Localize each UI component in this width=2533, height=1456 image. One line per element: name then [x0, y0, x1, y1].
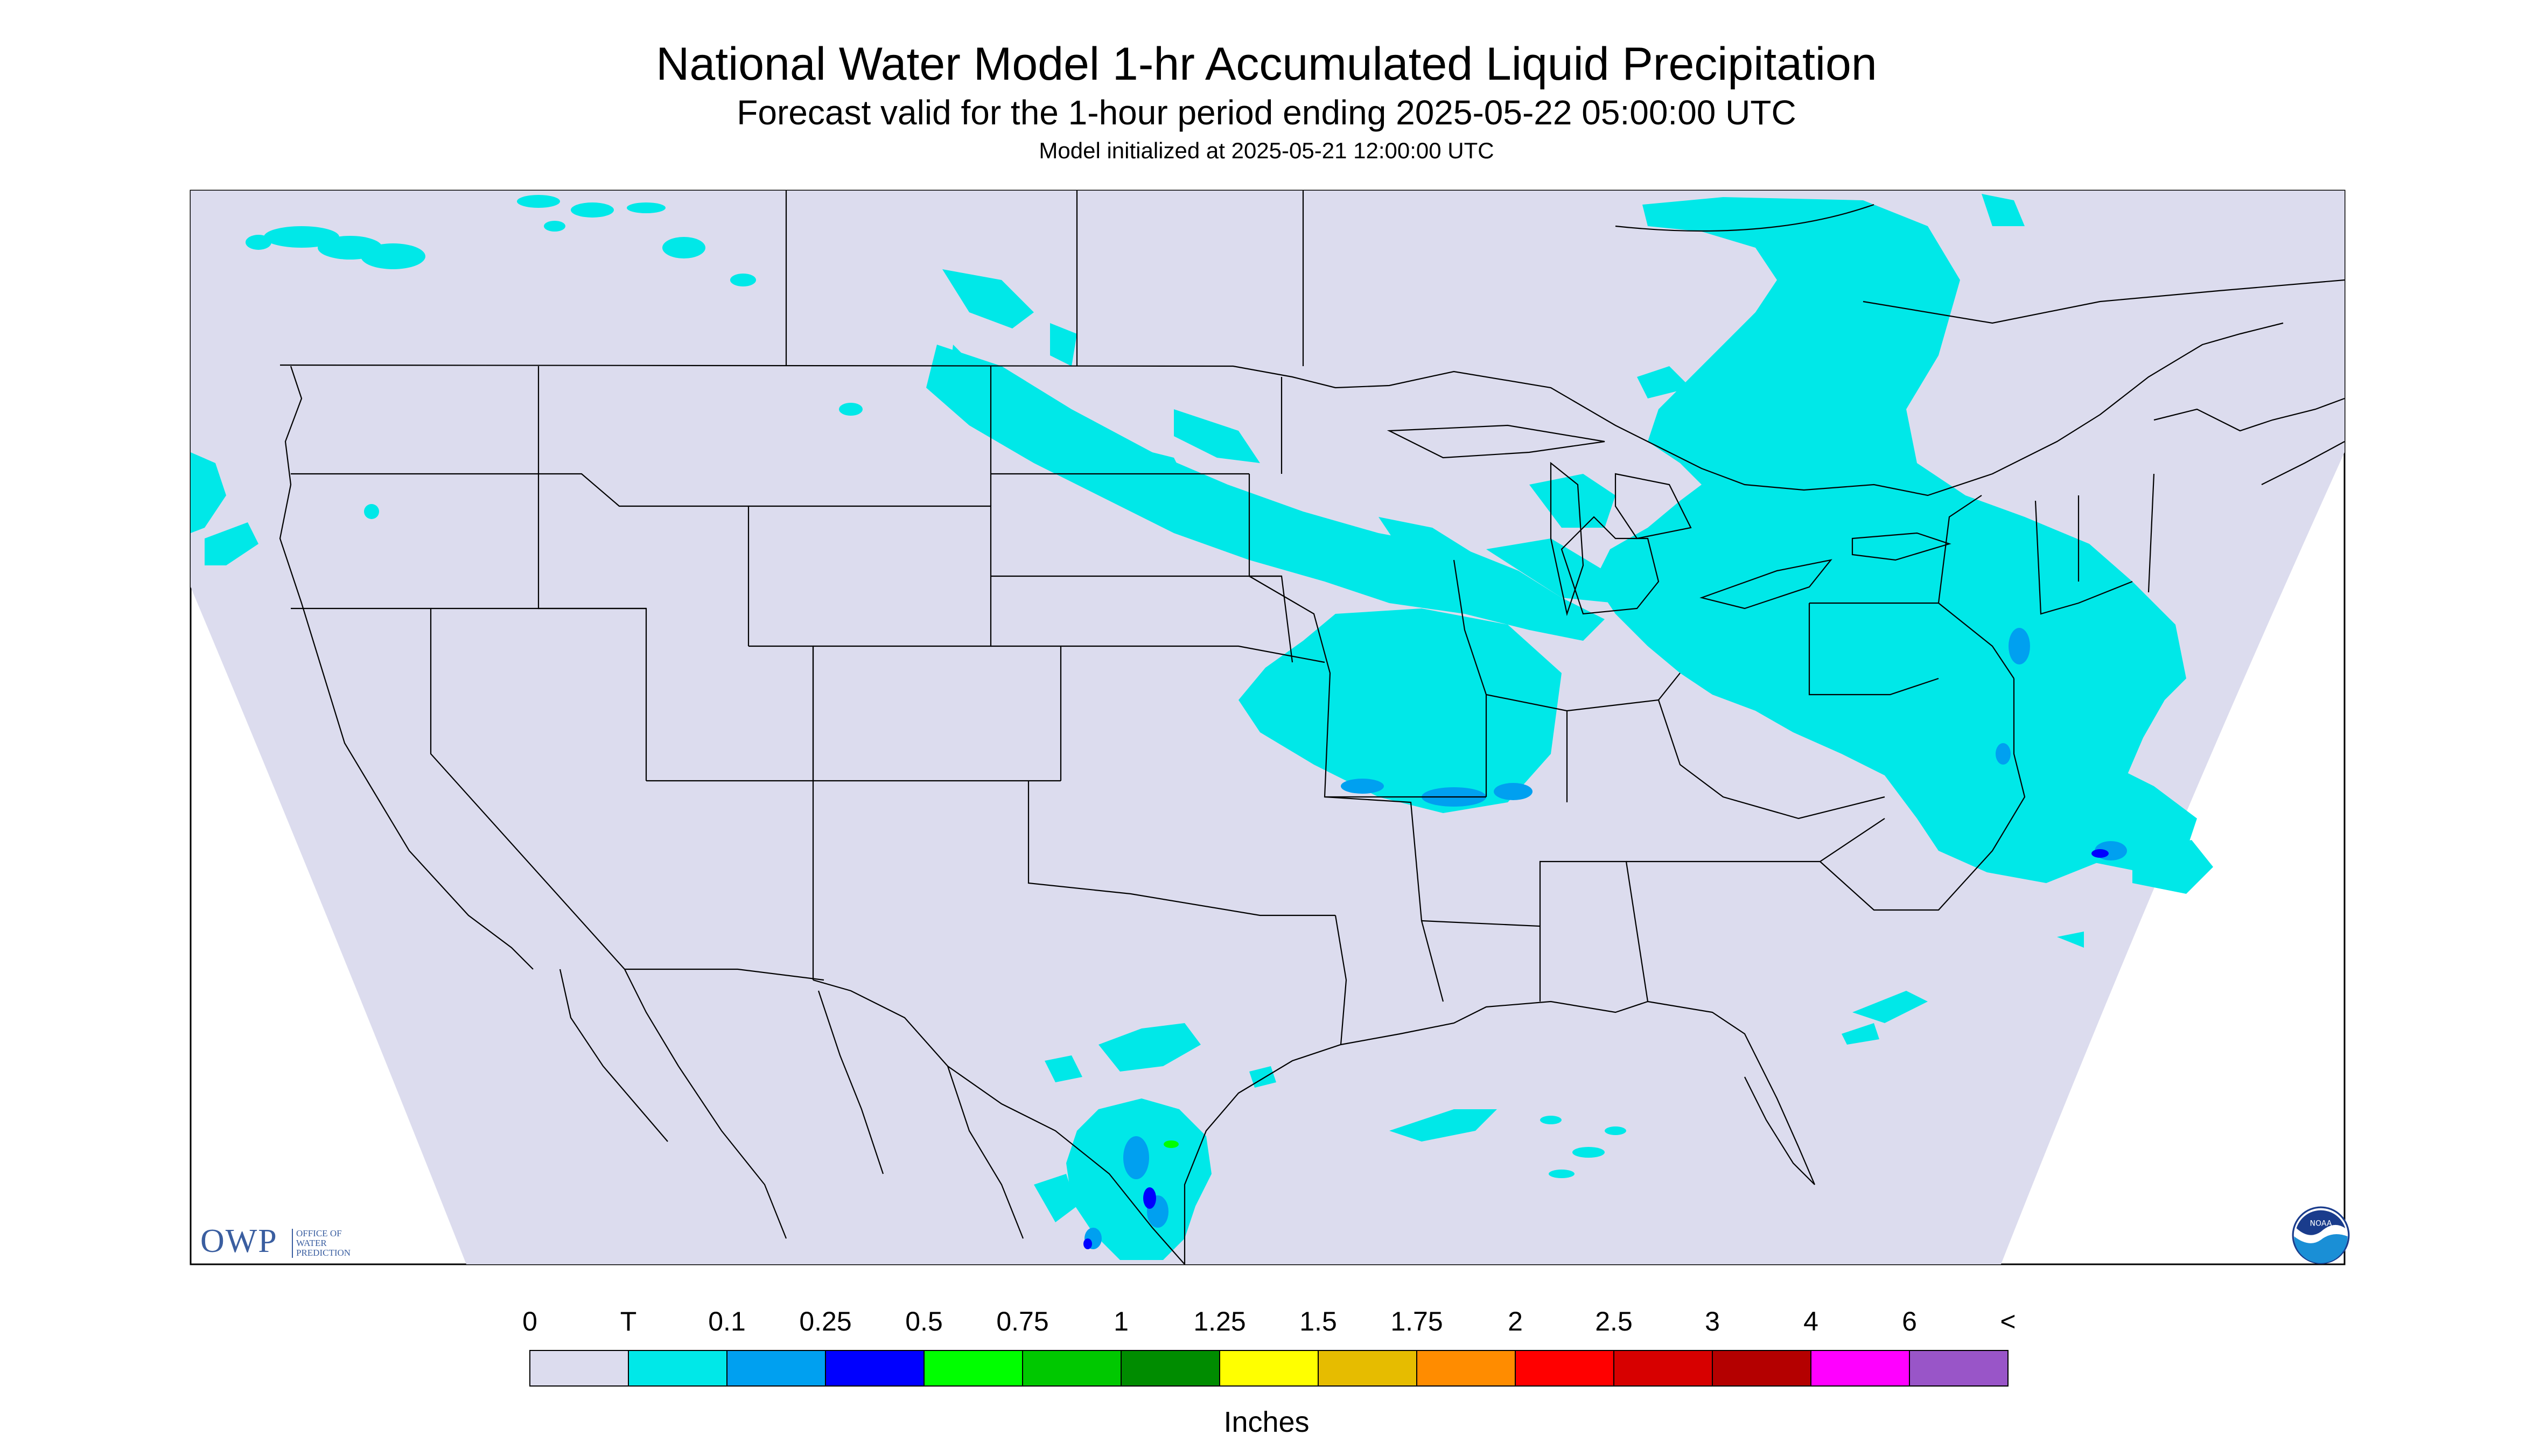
colorbar-tick-label: 3: [1705, 1306, 1720, 1336]
colorbar-tick-label: 0: [522, 1306, 537, 1336]
colorbar-unit-label: Inches: [1223, 1406, 1310, 1438]
colorbar-tick-label: 2.5: [1595, 1306, 1633, 1336]
colorbar-tick-label: 0.5: [905, 1306, 943, 1336]
colorbar-tick-label: 0.75: [996, 1306, 1049, 1336]
colorbar-tick-label: 4: [1803, 1306, 1818, 1336]
owp-line-3: PREDICTION: [296, 1248, 351, 1258]
colorbar-tick-label: <: [2000, 1306, 2016, 1336]
map-subtitle: Forecast valid for the 1-hour period end…: [737, 93, 1796, 132]
colorbar-tick-label: 0.25: [799, 1306, 852, 1336]
model-init-line: Model initialized at 2025-05-21 12:00:00…: [1039, 138, 1494, 163]
owp-logo-text: OFFICE OF WATER PREDICTION: [292, 1229, 351, 1258]
owp-line-1: OFFICE OF: [296, 1228, 342, 1238]
precip-trace-areas: [191, 194, 2213, 1260]
colorbar-tick-label: 2: [1508, 1306, 1523, 1336]
noaa-logo-text: NOAA: [2310, 1220, 2332, 1228]
colorbar-tick-label: 1.5: [1299, 1306, 1337, 1336]
noaa-logo: NOAA: [2292, 1206, 2350, 1264]
colorbar-tick-label: 6: [1902, 1306, 1917, 1336]
colorbar-tick-label: 0.1: [708, 1306, 746, 1336]
precip-heavy-areas: [1164, 1140, 1179, 1148]
map-title: National Water Model 1-hr Accumulated Li…: [656, 38, 1877, 90]
owp-logo-mark: OWP: [200, 1223, 278, 1259]
colorbar-tick-label: 1: [1114, 1306, 1129, 1336]
colorbar-tick-label: T: [620, 1306, 637, 1336]
colorbar-tick-label: 1.75: [1390, 1306, 1443, 1336]
owp-line-2: WATER: [296, 1238, 327, 1248]
political-boundaries: [279, 191, 2345, 1265]
colorbar-tick-label: 1.25: [1193, 1306, 1246, 1336]
precip-moderate-areas: [1083, 849, 2109, 1249]
